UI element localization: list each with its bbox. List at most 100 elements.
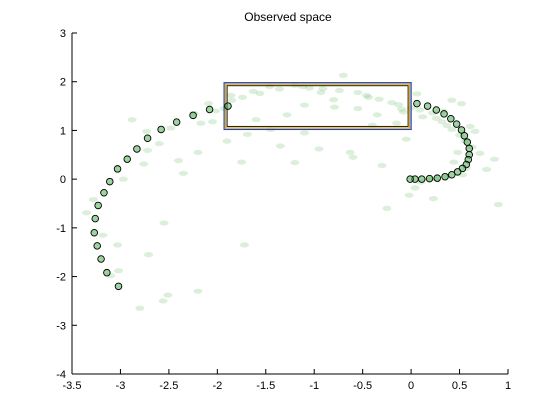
cloud-point <box>401 136 411 142</box>
cloud-point <box>290 159 300 166</box>
cloud-point <box>143 147 153 154</box>
cloud-point <box>275 143 285 149</box>
marker-point <box>172 118 181 126</box>
marker-point <box>463 138 472 146</box>
cloud-point <box>135 305 145 311</box>
cloud-point <box>290 82 300 88</box>
marker-point <box>418 175 426 183</box>
cloud-point <box>428 196 438 202</box>
cloud-point <box>415 107 425 113</box>
marker-point <box>432 106 441 114</box>
cloud-point <box>242 131 252 137</box>
cloud-point <box>238 94 248 100</box>
marker-point <box>91 214 100 223</box>
marker-point <box>94 201 102 210</box>
cloud-point <box>387 100 397 106</box>
cloud-point <box>470 128 480 135</box>
marker-point <box>114 282 123 291</box>
cloud-point <box>314 146 324 152</box>
cloud-point <box>158 298 168 304</box>
cloud-point <box>166 125 176 131</box>
marker-point <box>123 155 131 163</box>
cloud-point <box>159 220 169 226</box>
marker-point <box>90 228 99 237</box>
cloud-point <box>453 149 463 155</box>
cloud-point <box>174 158 184 164</box>
marker-point <box>113 165 122 173</box>
cloud-point <box>362 92 372 98</box>
x-tick-label: -3.5 <box>63 380 82 392</box>
y-tick-label: -3 <box>56 320 66 332</box>
cloud-point <box>98 232 108 238</box>
marker-point <box>205 105 214 114</box>
cloud-point <box>410 185 420 191</box>
cloud-point <box>237 159 247 165</box>
cloud-point <box>282 112 292 118</box>
cloud-point <box>144 252 154 258</box>
marker-point <box>103 268 111 277</box>
cloud-point <box>412 91 422 97</box>
cloud-point <box>127 117 137 123</box>
marker-point <box>440 110 448 118</box>
x-tick-label: -1 <box>309 380 319 392</box>
cloud-point <box>274 86 284 92</box>
cloud-point <box>353 105 363 112</box>
cloud-point <box>396 106 406 112</box>
cloud-point <box>348 154 358 160</box>
cloud-point <box>382 205 392 211</box>
y-tick-label: 0 <box>60 174 66 186</box>
y-tick-label: -2 <box>56 272 66 284</box>
cloud-point <box>392 120 402 126</box>
x-tick-label: -2.5 <box>159 380 178 392</box>
cloud-point <box>475 150 485 156</box>
cloud-point <box>456 101 466 107</box>
cloud-point <box>227 97 237 103</box>
cloud-point <box>338 72 348 78</box>
marker-point <box>133 145 141 153</box>
cloud-point <box>142 128 152 135</box>
cloud-point <box>374 96 384 102</box>
cloud-point <box>330 104 340 110</box>
cloud-point <box>334 87 344 94</box>
x-tick-label: -1.5 <box>256 380 275 392</box>
marker-point <box>143 134 152 142</box>
cloud-point <box>113 242 123 248</box>
cloud-point <box>204 101 214 107</box>
x-tick-label: -2 <box>212 380 222 392</box>
marker-point <box>441 172 449 181</box>
cloud-point <box>489 156 499 162</box>
cloud-point <box>193 149 203 155</box>
marker-point <box>97 255 105 263</box>
y-tick-label: -4 <box>56 369 66 381</box>
marker-point <box>100 189 108 197</box>
cloud-point <box>394 102 404 108</box>
cloud-point <box>345 149 355 155</box>
cloud-point <box>248 88 258 95</box>
cloud-point <box>449 159 459 165</box>
marker-series <box>90 99 473 291</box>
cloud-point <box>482 166 492 172</box>
cloud-point <box>363 94 373 100</box>
cloud-point <box>196 120 206 126</box>
faint-cloud-series <box>82 72 503 311</box>
marker-point <box>453 168 462 176</box>
cloud-point <box>255 90 265 97</box>
cloud-point <box>493 201 503 208</box>
y-tick-label: 1 <box>60 125 66 137</box>
marker-point <box>93 242 101 250</box>
cloud-point <box>193 288 203 294</box>
cloud-point <box>118 176 128 182</box>
marker-point <box>425 174 434 183</box>
axes: -3.5 -3 -2.5 -2 -1.5 -1 -0.5 0 0.5 1 -4 -3 -2 -1 0 1 2 3 <box>56 28 511 392</box>
marker-point <box>447 114 455 123</box>
cloud-point <box>251 117 261 123</box>
cloud-point <box>437 119 447 125</box>
marker-point <box>452 120 461 128</box>
cloud-point <box>304 85 314 91</box>
cloud-point <box>88 197 98 203</box>
cloud-point <box>222 138 232 144</box>
marker-point <box>460 132 469 140</box>
cloud-point <box>139 161 149 167</box>
cloud-point <box>418 114 428 120</box>
